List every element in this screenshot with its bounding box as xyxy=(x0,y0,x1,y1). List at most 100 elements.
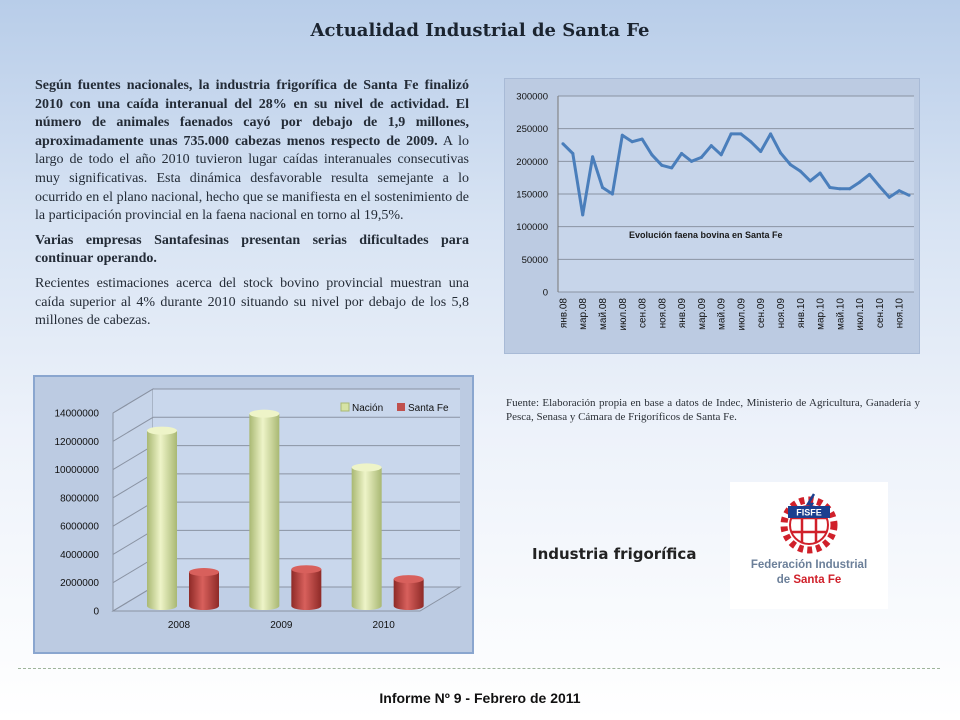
gridline-side xyxy=(112,501,154,527)
data-point xyxy=(877,184,881,188)
legend-swatch xyxy=(397,403,405,411)
x-tick-label: май.09 xyxy=(717,298,728,330)
y-tick-label: 100000 xyxy=(516,222,548,233)
page-title: Actualidad Industrial de Santa Fe xyxy=(310,20,650,41)
gridline-side xyxy=(112,445,154,471)
data-point xyxy=(620,133,624,137)
x-tick-label: май.10 xyxy=(835,298,846,330)
data-point xyxy=(709,144,713,148)
x-tick-label: 2010 xyxy=(373,620,396,631)
gridline-side xyxy=(112,473,154,499)
y-tick-label: 10000000 xyxy=(55,465,100,476)
bar-chart: 14000000 12000000 10000000 8000000 6000000 40… xyxy=(33,375,474,654)
logo-text-fe: Fe xyxy=(825,574,842,586)
y-tick-label: 2000000 xyxy=(60,578,99,589)
x-tick-label: июл.09 xyxy=(736,298,747,331)
body-text: Según fuentes nacionales, la industria f… xyxy=(35,77,469,337)
data-point xyxy=(719,153,723,157)
bar-nacion xyxy=(147,430,177,610)
logo-text-de: de xyxy=(777,574,794,586)
y-tick-label: 200000 xyxy=(516,157,548,168)
x-tick-label: янв.10 xyxy=(796,298,807,329)
y-tick-label: 150000 xyxy=(516,190,548,201)
bar-top xyxy=(291,565,322,574)
x-tick-label: сен.08 xyxy=(638,298,649,328)
x-tick-label: 2008 xyxy=(168,620,191,631)
legend-label: Santa Fe xyxy=(408,403,449,414)
paragraph-1-rest: A lo largo de todo el año 2010 tuvieron … xyxy=(35,133,469,224)
data-point xyxy=(660,163,664,167)
chart-title: Evolución faena bovina en Santa Fe xyxy=(629,230,783,240)
legend-swatch xyxy=(340,402,350,412)
data-point xyxy=(848,187,852,191)
back-wall xyxy=(153,389,460,587)
data-point xyxy=(759,150,763,154)
y-tick-label: 4000000 xyxy=(60,550,99,561)
data-point xyxy=(610,192,614,196)
gridline-side xyxy=(112,388,154,414)
data-point xyxy=(828,185,832,189)
x-tick-label: мар.09 xyxy=(697,298,708,330)
bar-santa-fe xyxy=(393,579,424,610)
data-point xyxy=(640,137,644,141)
y-tick-label: 0 xyxy=(543,288,548,299)
data-point xyxy=(571,151,575,155)
data-point xyxy=(858,180,862,184)
series-line xyxy=(561,132,910,217)
data-point xyxy=(699,155,703,159)
line-chart: 300000 250000 200000 150000 100000 50000 0 янв.… xyxy=(504,78,920,354)
fisfe-logo: FISFE Federación Industrial de Santa Fe xyxy=(730,482,888,609)
data-point xyxy=(680,151,684,155)
x-tick-label: янв.09 xyxy=(677,298,688,329)
x-tick-label: сен.10 xyxy=(875,298,886,328)
data-point xyxy=(838,187,842,191)
y-tick-label: 8000000 xyxy=(60,493,99,504)
footer-text: Informe Nº 9 - Febrero de 2011 xyxy=(379,690,581,706)
data-point xyxy=(887,195,891,199)
logo-text-line2: de Santa Fe xyxy=(777,574,842,586)
data-point xyxy=(630,140,634,144)
gridline-side xyxy=(112,586,154,612)
x-tick-label: сен.09 xyxy=(756,298,767,328)
bar-nacion xyxy=(351,467,382,610)
bar-santa-fe xyxy=(291,569,322,610)
caption-label: Industria frigorífica xyxy=(532,545,697,563)
bar-top xyxy=(189,568,219,577)
x-tick-label: ноя.09 xyxy=(776,298,787,329)
bar-chart-svg: 14000000 12000000 10000000 8000000 6000000 40… xyxy=(55,388,462,631)
data-point xyxy=(788,163,792,167)
data-point xyxy=(690,159,693,163)
data-point xyxy=(769,132,773,136)
bar-top xyxy=(393,575,424,584)
data-point xyxy=(808,179,812,183)
logo-badge-text: FISFE xyxy=(796,508,822,518)
y-tick-label: 50000 xyxy=(522,255,548,266)
y-tick-label: 250000 xyxy=(516,124,548,135)
x-tick-label: янв.08 xyxy=(558,298,569,329)
y-tick-label: 0 xyxy=(93,607,99,618)
x-tick-label: ноя.08 xyxy=(657,298,668,329)
data-point xyxy=(650,153,654,157)
line-chart-svg: 300000 250000 200000 150000 100000 50000 0 янв.… xyxy=(516,92,914,331)
data-point xyxy=(897,189,901,193)
legend-label: Nación xyxy=(352,403,383,414)
y-tick-label: 14000000 xyxy=(55,409,100,420)
gridline-side xyxy=(112,416,154,442)
fisfe-logo-svg: FISFE Federación Industrial de Santa Fe xyxy=(751,493,867,586)
data-point xyxy=(739,132,743,136)
footer-divider xyxy=(18,668,940,669)
data-point xyxy=(818,171,822,175)
data-point xyxy=(749,140,753,144)
logo-text-line1: Federación Industrial xyxy=(751,559,867,571)
bar-top xyxy=(147,426,177,435)
x-tick-label: ноя.10 xyxy=(895,298,906,329)
data-point xyxy=(670,166,674,170)
x-tick-label: июл.10 xyxy=(855,298,866,331)
x-tick-label: мар.10 xyxy=(816,298,827,330)
gear-icon xyxy=(780,493,838,554)
data-point xyxy=(581,213,585,217)
logo-text-santa: Santa xyxy=(793,574,825,586)
data-point xyxy=(779,151,782,155)
data-point xyxy=(868,172,871,176)
x-tick-label: май.08 xyxy=(598,298,609,330)
